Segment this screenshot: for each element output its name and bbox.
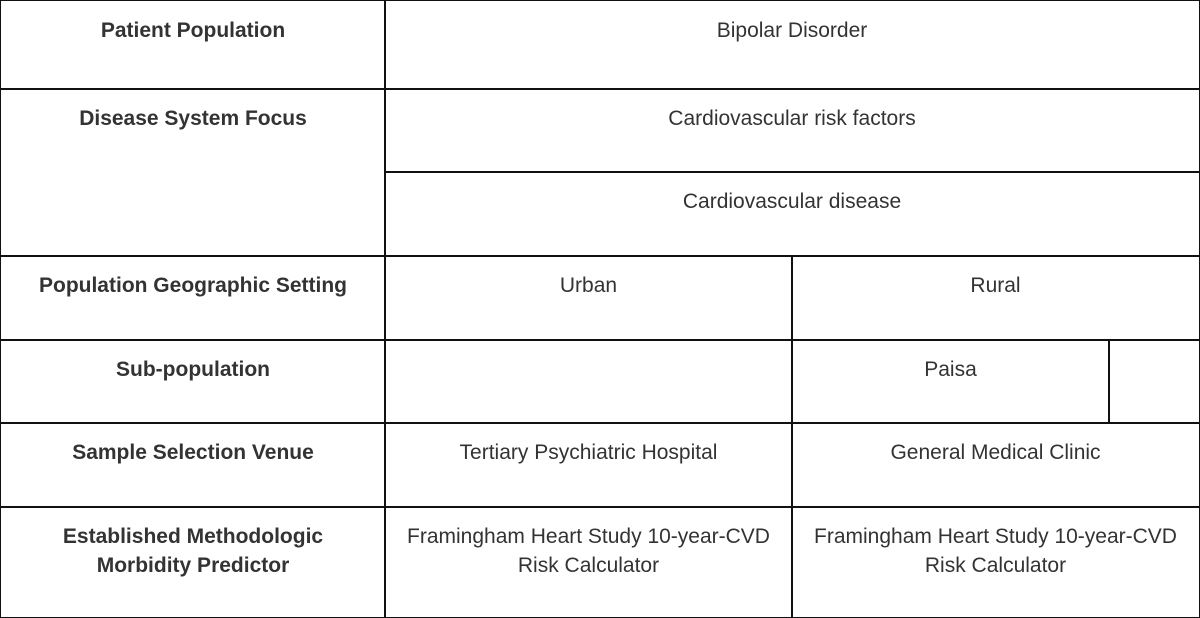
cell-subpop-urban (384, 339, 793, 424)
cell-framingham-urban: Framingham Heart Study 10-year-CVD Risk … (384, 506, 793, 618)
cell-urban: Urban (384, 255, 793, 341)
row-label-sub-population: Sub-population (0, 339, 386, 424)
row-label-geographic-setting: Population Geographic Setting (0, 255, 386, 341)
row-label-morbidity-predictor: Established Methodologic Morbidity Predi… (0, 506, 386, 618)
cell-rural: Rural (791, 255, 1200, 341)
cell-cv-risk-factors: Cardiovascular risk factors (384, 88, 1200, 173)
cell-framingham-rural: Framingham Heart Study 10-year-CVD Risk … (791, 506, 1200, 618)
cell-general-clinic: General Medical Clinic (791, 422, 1200, 508)
cell-paisa: Paisa (791, 339, 1110, 424)
cell-subpop-other (1108, 339, 1200, 424)
row-label-disease-system-focus: Disease System Focus (0, 88, 386, 257)
cell-cv-disease: Cardiovascular disease (384, 171, 1200, 257)
cell-patient-population: Bipolar Disorder (384, 0, 1200, 90)
row-label-patient-population: Patient Population (0, 0, 386, 90)
row-label-sample-venue: Sample Selection Venue (0, 422, 386, 508)
cell-tertiary-hospital: Tertiary Psychiatric Hospital (384, 422, 793, 508)
